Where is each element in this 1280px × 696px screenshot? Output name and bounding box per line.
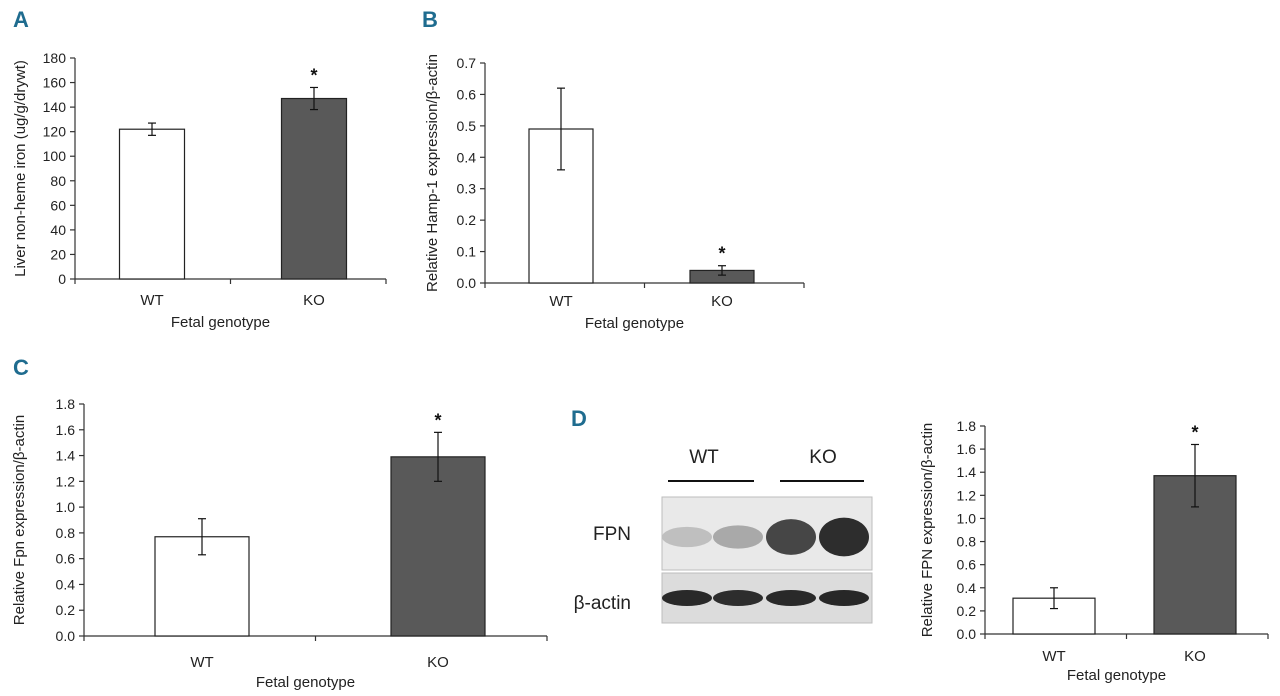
y-tick-label: 0.5 — [457, 118, 477, 134]
fpn-band — [819, 517, 869, 557]
y-tick-label: 160 — [43, 75, 67, 91]
y-tick-label: 0.7 — [457, 55, 477, 71]
category-label: KO — [303, 292, 325, 309]
category-label: WT — [190, 654, 213, 671]
y-tick-label: 0.8 — [957, 534, 977, 550]
y-tick-label: 0.4 — [457, 149, 477, 165]
y-axis-title: Relative FPN expression/β-actin — [919, 423, 936, 638]
y-tick-label: 0.1 — [457, 244, 477, 260]
y-tick-label: 0.2 — [957, 603, 977, 619]
category-label: KO — [427, 654, 449, 671]
panel-letter: D — [571, 406, 587, 431]
blot-row-label: β-actin — [574, 593, 631, 614]
actin-band — [662, 590, 712, 606]
category-label: WT — [140, 292, 163, 309]
panel-letter: C — [13, 355, 29, 380]
y-tick-label: 0.6 — [957, 557, 977, 573]
western-blot: WT KO FPN β-actin — [574, 447, 873, 624]
panel-letter: B — [422, 7, 438, 32]
blot-row-label: FPN — [593, 524, 631, 545]
blot-group-label: KO — [809, 447, 836, 468]
y-tick-label: 140 — [43, 99, 67, 115]
x-axis-title: Fetal genotype — [256, 674, 355, 691]
y-tick-label: 0.0 — [56, 628, 76, 644]
y-tick-label: 40 — [50, 222, 66, 238]
fpn-band — [713, 525, 763, 549]
y-tick-label: 1.4 — [957, 464, 977, 480]
y-axis-title: Liver non-heme iron (ug/g/drywt) — [12, 60, 29, 277]
significance-marker: * — [718, 244, 725, 264]
bar-ko — [280, 97, 348, 280]
y-tick-label: 100 — [43, 148, 67, 164]
actin-band — [819, 590, 869, 606]
fpn-band — [662, 526, 712, 548]
y-tick-label: 1.6 — [957, 441, 977, 457]
actin-band — [766, 590, 816, 606]
category-label: WT — [549, 293, 572, 310]
y-tick-label: 1.0 — [957, 510, 977, 526]
y-tick-label: 0.2 — [56, 602, 76, 618]
x-axis-title: Fetal genotype — [171, 314, 270, 331]
y-tick-label: 1.8 — [56, 396, 76, 412]
bar-ko — [390, 456, 486, 637]
fpn-band — [766, 519, 816, 555]
significance-marker: * — [434, 410, 441, 430]
y-tick-label: 60 — [50, 197, 66, 213]
y-tick-label: 0.2 — [457, 212, 477, 228]
y-tick-label: 1.0 — [56, 499, 76, 515]
y-tick-label: 1.4 — [56, 448, 76, 464]
significance-marker: * — [1191, 422, 1198, 442]
y-tick-label: 180 — [43, 50, 67, 66]
y-tick-label: 0.8 — [56, 525, 76, 541]
x-axis-title: Fetal genotype — [1067, 667, 1166, 684]
y-tick-label: 0.0 — [457, 275, 477, 291]
y-tick-label: 0.4 — [957, 580, 977, 596]
blot-group-label: WT — [689, 447, 719, 468]
panel-c-chart: C 0.0 0.2 0.4 0.6 0.8 1.0 1.2 1.4 1.6 1.8 Relative … — [11, 355, 548, 691]
panel-d-chart: D 0.0 0.2 0.4 0.6 0.8 1.0 1.2 1.4 1.6 1.8 Relative … — [571, 406, 1269, 684]
category-label: KO — [711, 293, 733, 310]
bar-wt — [118, 128, 186, 280]
y-tick-label: 0.4 — [56, 576, 76, 592]
y-tick-label: 1.8 — [957, 418, 977, 434]
y-tick-label: 0.6 — [56, 551, 76, 567]
actin-band — [713, 590, 763, 606]
y-tick-label: 1.2 — [957, 487, 977, 503]
y-tick-label: 20 — [50, 246, 66, 262]
y-tick-label: 0 — [58, 271, 66, 287]
y-axis-title: Relative Hamp-1 expression/β-actin — [424, 54, 441, 292]
y-tick-label: 80 — [50, 173, 66, 189]
panel-b-chart: B 0.0 0.1 0.2 0.3 0.4 0.5 0.6 0.7 Relative Hamp-1… — [422, 7, 805, 332]
panel-letter: A — [13, 7, 29, 32]
y-tick-label: 1.6 — [56, 422, 76, 438]
y-tick-label: 120 — [43, 124, 67, 140]
y-tick-label: 0.6 — [457, 86, 477, 102]
y-axis-title: Relative Fpn expression/β-actin — [11, 415, 28, 625]
significance-marker: * — [310, 65, 317, 85]
panel-a-chart: A 0 20 40 60 80 100 120 140 160 180 Liver non-heme … — [12, 7, 387, 331]
y-tick-label: 1.2 — [56, 473, 76, 489]
y-tick-label: 0.3 — [457, 181, 477, 197]
category-label: KO — [1184, 648, 1206, 665]
category-label: WT — [1042, 648, 1065, 665]
x-axis-title: Fetal genotype — [585, 315, 684, 332]
y-tick-label: 0.0 — [957, 626, 977, 642]
